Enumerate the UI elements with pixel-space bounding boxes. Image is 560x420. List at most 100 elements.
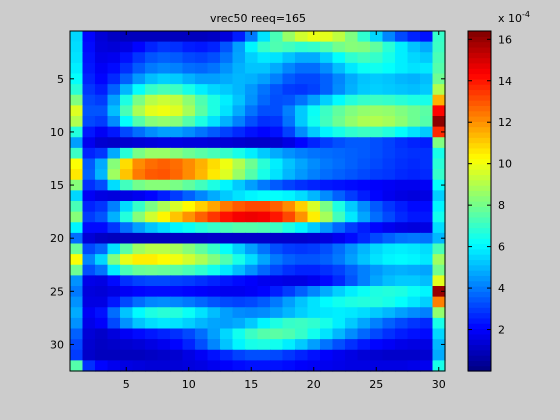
heatmap-cell (420, 31, 434, 43)
heatmap-cell (207, 105, 221, 117)
heatmap-cell (107, 222, 121, 234)
heatmap-cell (357, 296, 371, 308)
colorbar-segment (468, 174, 491, 181)
heatmap-cell (395, 296, 409, 308)
heatmap-cell (345, 73, 359, 85)
heatmap-cell (382, 169, 396, 181)
heatmap-cell (220, 41, 234, 53)
heatmap-cell (145, 31, 159, 43)
heatmap-cell (195, 190, 209, 202)
heatmap-cell (270, 126, 284, 138)
heatmap-cell (170, 254, 184, 266)
heatmap-cell (357, 137, 371, 149)
heatmap-cell (332, 211, 346, 223)
heatmap-cell (195, 360, 209, 372)
heatmap-cell (382, 158, 396, 170)
heatmap-cell (432, 275, 446, 287)
heatmap-cell (282, 179, 296, 191)
heatmap-cell (120, 52, 134, 64)
heatmap-cell (170, 73, 184, 85)
heatmap-cell (132, 158, 146, 170)
heatmap-cell (95, 190, 109, 202)
heatmap-cell (70, 296, 84, 308)
heatmap-cell (257, 317, 271, 330)
heatmap-cell (282, 31, 296, 43)
heatmap-cell (432, 62, 446, 75)
heatmap-cell (432, 105, 446, 117)
heatmap-cell (432, 73, 446, 85)
heatmap-cell (407, 264, 421, 276)
heatmap-cell (95, 317, 109, 330)
heatmap-cell (157, 169, 171, 181)
heatmap-cell (420, 62, 434, 75)
heatmap-cell (95, 105, 109, 117)
heatmap-cell (195, 286, 209, 298)
heatmap-cell (257, 328, 271, 340)
heatmap-cell (257, 286, 271, 298)
heatmap-cell (182, 52, 196, 64)
heatmap-cell (432, 286, 446, 298)
heatmap-cell (70, 31, 84, 43)
heatmap-cell (182, 264, 196, 276)
heatmap-cell (107, 179, 121, 191)
heatmap-cell (182, 116, 196, 128)
heatmap-cell (207, 73, 221, 85)
heatmap-cell (420, 296, 434, 308)
heatmap-cell (270, 190, 284, 202)
heatmap-cell (107, 41, 121, 53)
heatmap-cell (220, 94, 234, 106)
heatmap-cell (407, 339, 421, 351)
heatmap-cell (157, 296, 171, 308)
heatmap-cell (245, 296, 259, 308)
heatmap-cell (220, 232, 234, 245)
heatmap-cell (257, 349, 271, 361)
heatmap-cell (332, 275, 346, 287)
heatmap-cell (107, 147, 121, 160)
heatmap-cell (157, 243, 171, 255)
heatmap-cell (382, 179, 396, 191)
x-tick-label: 20 (307, 378, 321, 391)
heatmap-cell (257, 339, 271, 351)
heatmap-cell (257, 169, 271, 181)
heatmap-cell (345, 243, 359, 255)
heatmap-cell (407, 328, 421, 340)
heatmap-cell (307, 137, 321, 149)
heatmap-cell (95, 339, 109, 351)
heatmap-cell (207, 328, 221, 340)
heatmap-cell (407, 254, 421, 266)
heatmap-cell (70, 286, 84, 298)
heatmap-cell (307, 31, 321, 43)
heatmap-cell (145, 243, 159, 255)
heatmap-cell (282, 201, 296, 213)
heatmap-cell (82, 73, 96, 85)
heatmap-cell (432, 349, 446, 361)
heatmap-cell (145, 317, 159, 330)
colorbar-segment (468, 365, 491, 372)
heatmap-cell (70, 147, 84, 160)
heatmap-cell (407, 360, 421, 372)
heatmap-cell (145, 190, 159, 202)
heatmap-cell (432, 339, 446, 351)
heatmap-cell (345, 232, 359, 245)
heatmap-cell (145, 126, 159, 138)
heatmap-cell (232, 339, 246, 351)
heatmap-cell (270, 211, 284, 223)
heatmap-cell (107, 31, 121, 43)
heatmap-cell (307, 158, 321, 170)
heatmap-cell (370, 339, 384, 351)
heatmap-cell (382, 307, 396, 319)
heatmap-cell (182, 137, 196, 149)
heatmap-cell (307, 222, 321, 234)
heatmap-cell (120, 158, 134, 170)
heatmap-cell (382, 254, 396, 266)
heatmap-cell (195, 158, 209, 170)
heatmap-cell (207, 360, 221, 372)
heatmap-cell (382, 52, 396, 64)
heatmap-cell (270, 73, 284, 85)
colorbar-segment (468, 349, 491, 356)
heatmap-cell (70, 211, 84, 223)
colorbar-frame (467, 30, 492, 372)
heatmap-cell (245, 41, 259, 53)
heatmap-cell (170, 211, 184, 223)
heatmap-cell (95, 158, 109, 170)
